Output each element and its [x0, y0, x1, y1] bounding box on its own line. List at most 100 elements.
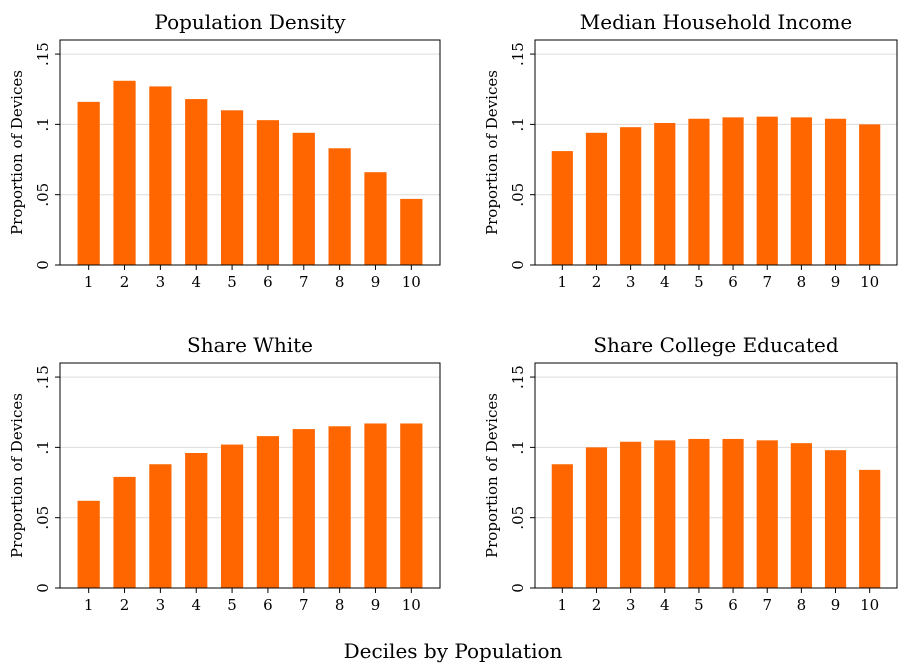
bar-7: [292, 429, 315, 588]
x-tick-label: 1: [558, 596, 568, 614]
bar-3: [149, 86, 172, 265]
y-tick-label: .05: [509, 506, 527, 530]
y-tick-label: 0: [34, 260, 52, 270]
x-tick-label: 9: [371, 273, 381, 291]
x-tick-label: 10: [860, 596, 879, 614]
bar-9: [824, 450, 847, 588]
chart-title: Share College Educated: [593, 333, 839, 357]
bar-1: [551, 464, 573, 588]
y-axis-label: Proportion of Devices: [8, 393, 26, 558]
x-tick-label: 6: [263, 273, 273, 291]
y-tick-label: .15: [34, 42, 52, 66]
bar-3: [149, 464, 172, 588]
bar-4: [654, 122, 676, 265]
bar-8: [328, 426, 351, 588]
y-axis-label: Proportion of Devices: [483, 70, 501, 235]
x-tick-label: 2: [120, 273, 130, 291]
x-tick-label: 7: [299, 596, 309, 614]
x-tick-label: 1: [558, 273, 568, 291]
x-tick-label: 8: [797, 596, 807, 614]
x-tick-label: 2: [592, 273, 602, 291]
x-tick-label: 2: [120, 596, 130, 614]
x-tick-label: 10: [402, 596, 421, 614]
plot-frame: [59, 39, 441, 266]
x-tick-label: 6: [728, 596, 738, 614]
x-tick-label: 9: [831, 273, 841, 291]
x-tick-label: 5: [227, 596, 237, 614]
bar-10: [400, 423, 423, 588]
chart-title: Median Household Income: [580, 10, 852, 34]
x-tick-label: 6: [263, 596, 273, 614]
y-tick-label: .05: [509, 183, 527, 207]
x-tick-label: 3: [626, 273, 636, 291]
bar-7: [756, 116, 778, 265]
y-tick-label: 0: [509, 583, 527, 593]
bar-6: [722, 117, 744, 265]
x-tick-label: 8: [335, 273, 345, 291]
y-tick-label: .05: [34, 183, 52, 207]
bar-1: [77, 101, 100, 265]
chart-panel-3: 1 2 3 4 5 6 7 8 9 10 0 .05 .1 .15 Share White Proportio…: [8, 333, 441, 614]
y-axis-label: Proportion of Devices: [483, 393, 501, 558]
x-tick-label: 7: [299, 273, 309, 291]
x-tick-label: 4: [191, 273, 201, 291]
x-tick-label: 8: [335, 596, 345, 614]
y-tick-label: .1: [34, 440, 52, 454]
bar-9: [824, 118, 847, 265]
x-tick-label: 10: [402, 273, 421, 291]
bar-5: [688, 438, 710, 588]
bar-8: [790, 117, 812, 265]
y-tick-label: 0: [509, 260, 527, 270]
bar-4: [185, 99, 208, 265]
bar-1: [77, 500, 100, 588]
plot-frame: [59, 362, 441, 589]
plot-frame: [534, 362, 898, 589]
bar-10: [859, 469, 881, 588]
chart-title: Share White: [187, 333, 313, 357]
x-tick-label: 5: [694, 273, 704, 291]
chart-panel-1: 1 2 3 4 5 6 7 8 9 10 0 .05 .1 .15 Population Density Pr…: [8, 10, 441, 291]
x-tick-label: 5: [227, 273, 237, 291]
y-tick-label: .15: [34, 365, 52, 389]
bar-4: [654, 440, 676, 588]
chart-title: Population Density: [154, 10, 346, 34]
x-tick-label: 4: [191, 596, 201, 614]
x-tick-label: 5: [694, 596, 704, 614]
y-axis-label: Proportion of Devices: [8, 70, 26, 235]
x-tick-label: 4: [660, 596, 670, 614]
bar-7: [756, 440, 778, 588]
y-tick-label: 0: [34, 583, 52, 593]
x-tick-label: 10: [860, 273, 879, 291]
x-tick-label: 1: [84, 596, 94, 614]
plot-frame: [534, 39, 898, 266]
x-tick-label: 3: [156, 273, 166, 291]
x-tick-label: 3: [156, 596, 166, 614]
y-tick-label: .1: [509, 440, 527, 454]
bar-5: [220, 444, 244, 588]
x-tick-label: 3: [626, 596, 636, 614]
x-tick-label: 4: [660, 273, 670, 291]
bar-9: [364, 172, 387, 265]
y-tick-label: .05: [34, 506, 52, 530]
x-tick-label: 9: [371, 596, 381, 614]
y-tick-label: .15: [509, 365, 527, 389]
y-tick-label: .1: [34, 117, 52, 131]
chart-panel-4: 1 2 3 4 5 6 7 8 9 10 0 .05 .1 .15 Share College Educat…: [483, 333, 898, 614]
bar-5: [220, 110, 244, 265]
y-tick-label: .1: [509, 117, 527, 131]
bar-7: [292, 132, 315, 265]
bar-2: [113, 476, 136, 588]
x-tick-label: 7: [762, 596, 772, 614]
x-tick-label: 1: [84, 273, 94, 291]
y-tick-label: .15: [509, 42, 527, 66]
chart-panel-2: 1 2 3 4 5 6 7 8 9 10 0 .05 .1 .15 Median Household Inc…: [483, 10, 898, 291]
bar-3: [620, 127, 642, 265]
bar-6: [722, 438, 744, 588]
bar-3: [620, 441, 642, 588]
bar-6: [256, 120, 280, 265]
bar-10: [859, 124, 881, 265]
bar-8: [790, 443, 812, 588]
bar-9: [364, 423, 387, 588]
